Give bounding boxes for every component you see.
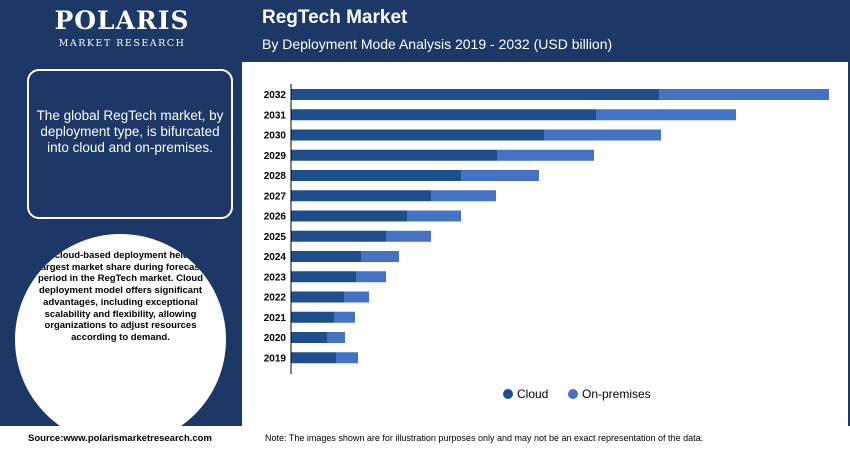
legend-marker-on-premises: [568, 389, 578, 399]
sidebar: The global RegTech market, by deployment…: [2, 62, 242, 445]
bar-on-premises-2029: [497, 149, 594, 161]
y-tick-label: 2028: [264, 171, 287, 182]
bar-cloud-2024: [291, 251, 361, 262]
bar-cloud-2021: [291, 311, 334, 323]
bar-cloud-2030: [291, 129, 544, 141]
y-tick-label: 2024: [264, 252, 287, 263]
bar-cloud-2019: [291, 352, 336, 364]
bar-cloud-2025: [291, 230, 386, 242]
bar-cloud-2020: [291, 332, 327, 343]
chart-title: RegTech Market: [262, 7, 408, 28]
insight-text: The cloud-based deployment held the larg…: [35, 250, 206, 343]
bar-on-premises-2032: [659, 89, 829, 100]
bar-on-premises-2027: [431, 190, 496, 202]
y-tick-label: 2029: [264, 151, 287, 162]
source-text: Source:www.polarismarketresearch.com: [28, 433, 212, 444]
y-tick-label: 2019: [264, 353, 287, 364]
summary-text: The global RegTech market, by deployment…: [36, 108, 224, 155]
bar-on-premises-2019: [336, 352, 358, 364]
bar-on-premises-2030: [544, 129, 661, 141]
bar-chart: 2032 2031 2030 2029 2028 2027 2026 2025 2024 2023…: [264, 84, 829, 401]
bar-on-premises-2028: [461, 170, 539, 181]
legend-label-on-premises: On-premises: [582, 387, 651, 401]
bar-cloud-2032: [291, 89, 659, 100]
header: POLARIS MARKET RESEARCH RegTech Market B…: [0, 0, 850, 62]
bar-on-premises-2025: [386, 230, 431, 242]
y-tick-label: 2032: [264, 90, 287, 101]
bar-cloud-2022: [291, 291, 344, 303]
y-tick-label: 2027: [264, 191, 287, 202]
logo-name: POLARIS: [54, 6, 190, 35]
legend-marker-cloud: [503, 389, 513, 399]
y-tick-label: 2023: [264, 272, 287, 283]
y-tick-label: 2020: [264, 333, 287, 344]
chart-subtitle: By Deployment Mode Analysis 2019 - 2032 …: [262, 36, 613, 52]
insight-circle: The cloud-based deployment held the larg…: [15, 234, 226, 445]
bar-cloud-2023: [291, 271, 356, 283]
bar-on-premises-2026: [407, 210, 461, 222]
bar-on-premises-2023: [356, 271, 386, 283]
logo: POLARIS MARKET RESEARCH: [2, 0, 242, 62]
y-tick-label: 2021: [264, 313, 287, 324]
bar-on-premises-2022: [344, 291, 369, 303]
y-tick-label: 2025: [264, 232, 287, 243]
bar-on-premises-2024: [361, 251, 399, 262]
bar-cloud-2026: [291, 210, 407, 222]
legend-label-cloud: Cloud: [517, 387, 548, 401]
bar-cloud-2031: [291, 109, 596, 121]
footer: Source:www.polarismarketresearch.com Not…: [0, 426, 850, 450]
bar-cloud-2029: [291, 149, 497, 161]
y-tick-label: 2031: [264, 110, 287, 121]
bar-cloud-2027: [291, 190, 431, 202]
y-tick-label: 2026: [264, 212, 287, 223]
summary-box: The global RegTech market, by deployment…: [27, 69, 233, 219]
bar-on-premises-2021: [334, 311, 355, 323]
y-tick-label: 2030: [264, 131, 287, 142]
bar-on-premises-2020: [327, 332, 345, 343]
bar-on-premises-2031: [596, 109, 736, 121]
bar-cloud-2028: [291, 170, 461, 181]
y-tick-labels: 2032 2031 2030 2029 2028 2027 2026 2025 2024 2023…: [264, 90, 287, 364]
bars: [291, 89, 829, 364]
legend: Cloud On-premises: [503, 387, 651, 401]
y-tick-label: 2022: [264, 293, 287, 304]
logo-subtitle: MARKET RESEARCH: [58, 38, 186, 49]
note-text: Note: The images shown are for illustrat…: [265, 433, 704, 443]
